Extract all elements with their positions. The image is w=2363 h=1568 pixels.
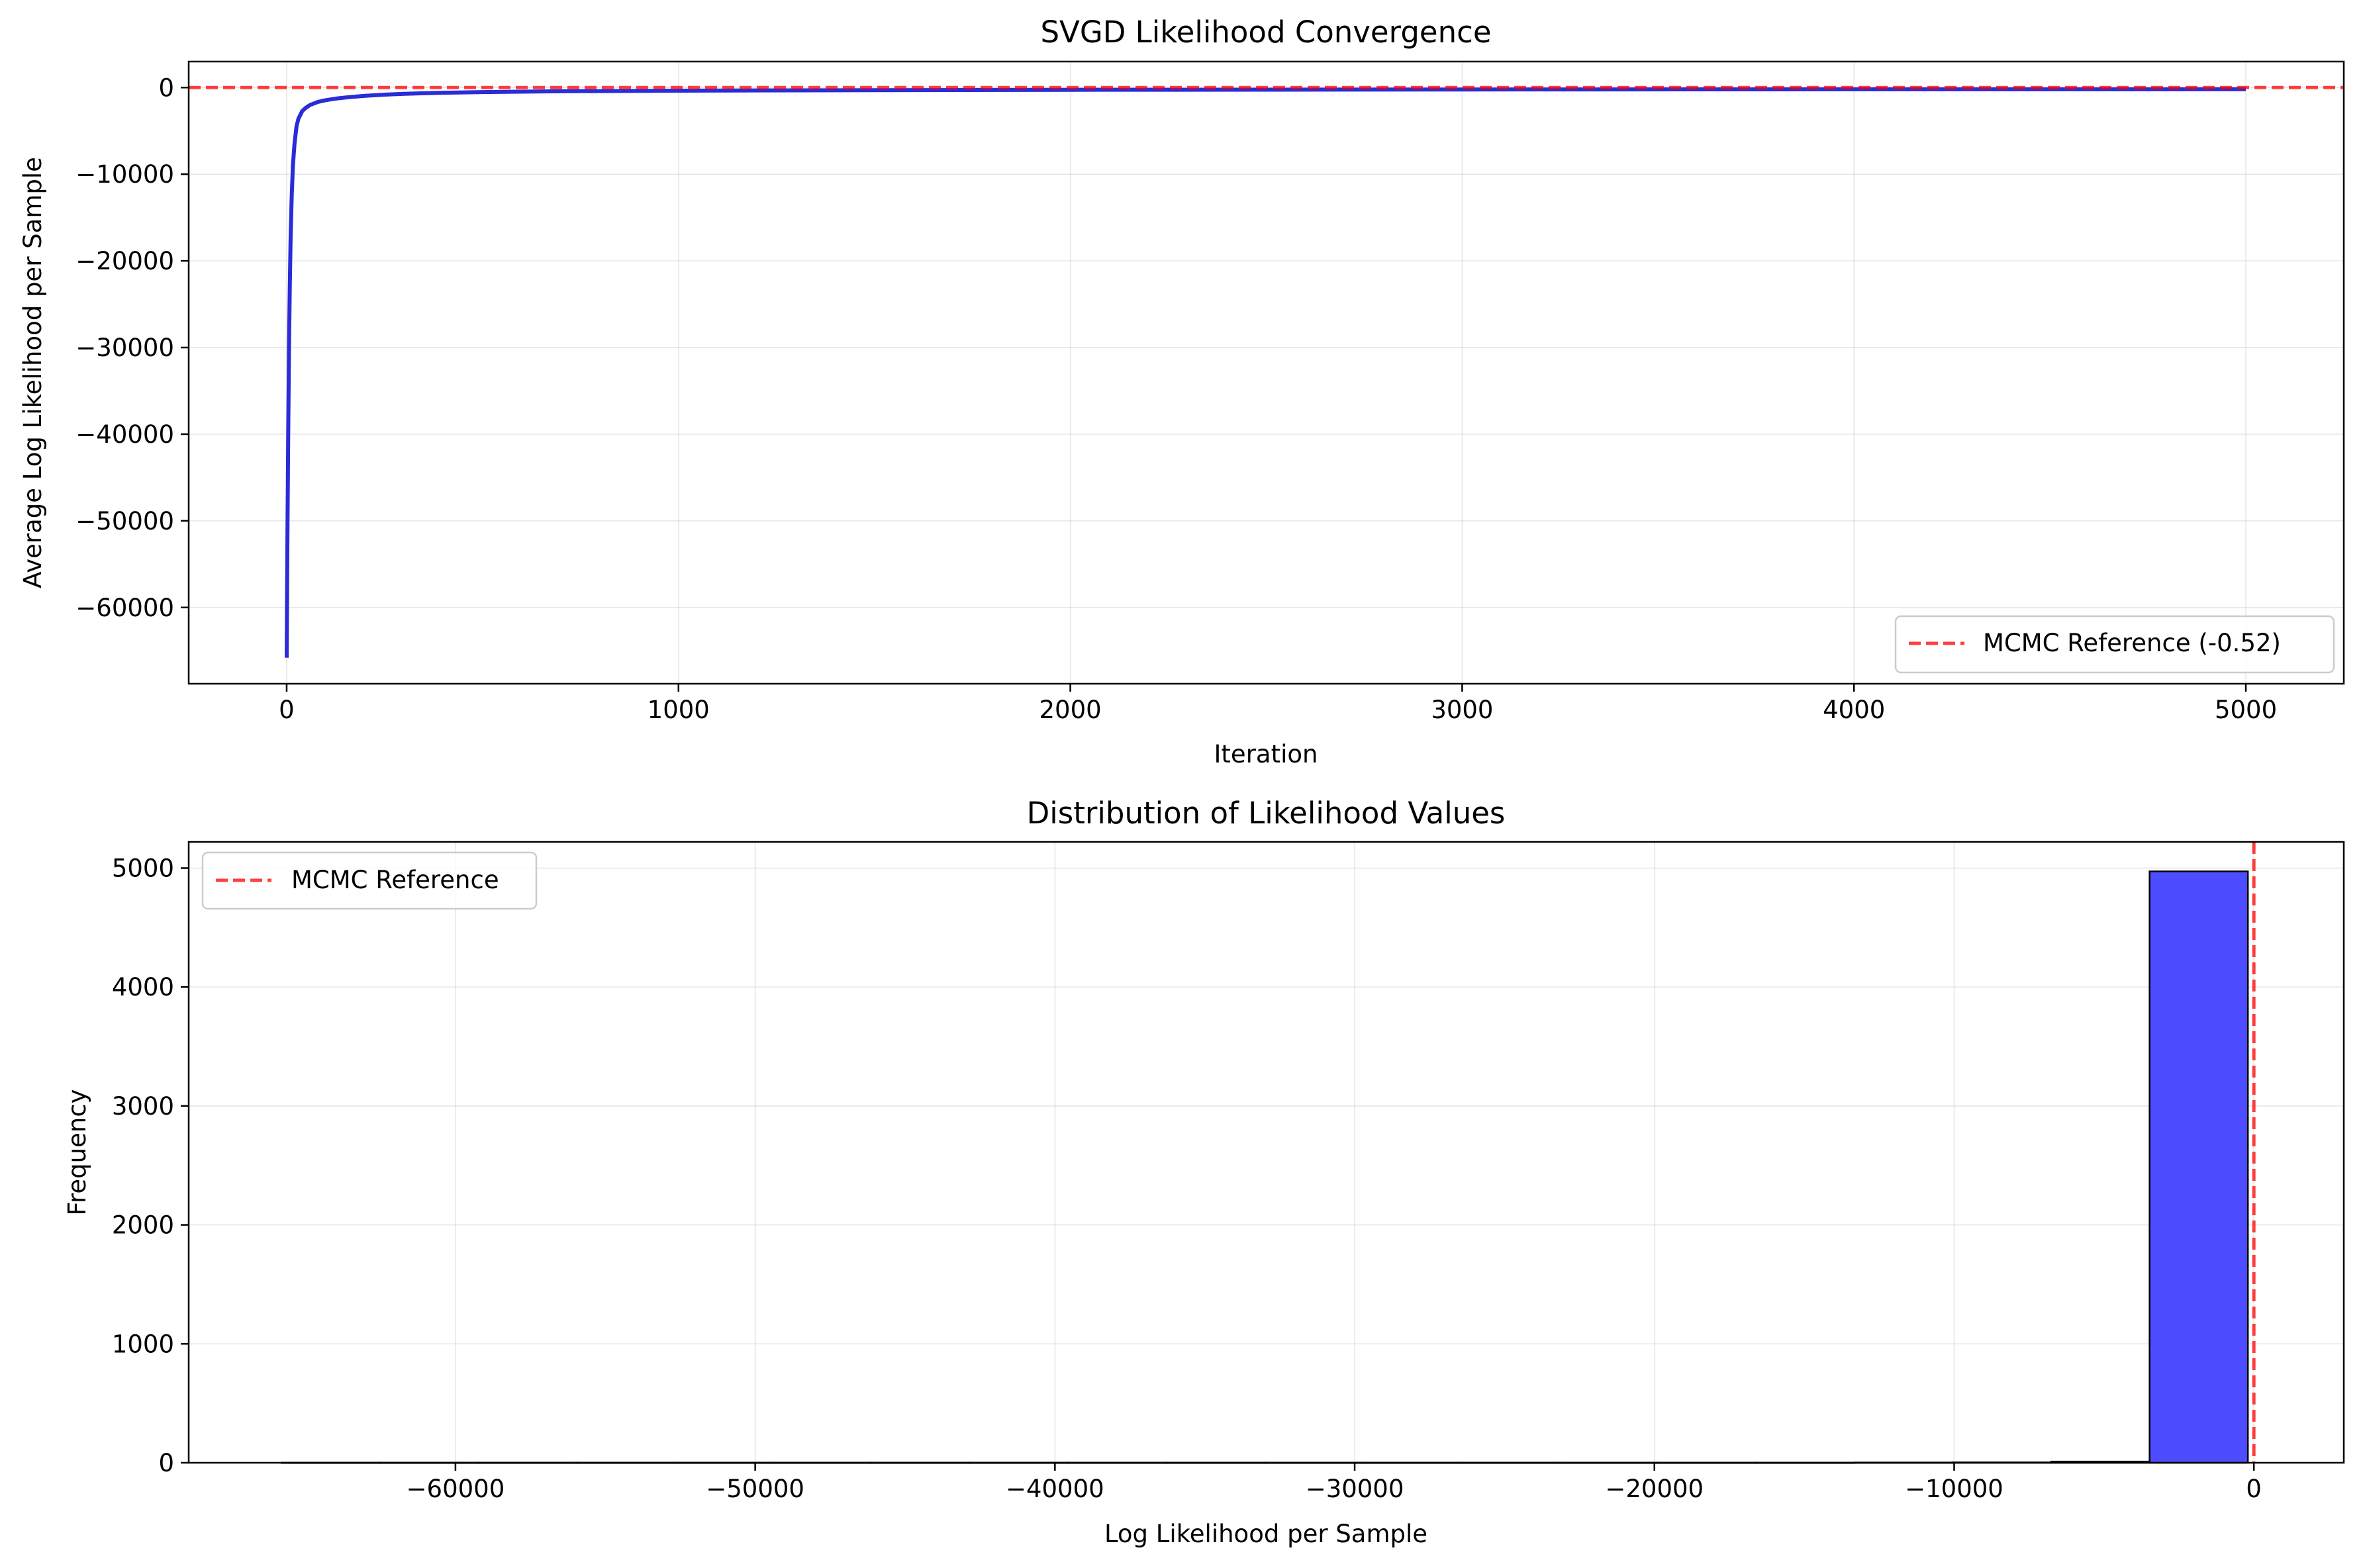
x-tick-label: −30000 <box>1306 1475 1404 1503</box>
y-axis-label: Frequency <box>63 1089 91 1215</box>
y-tick-label: −40000 <box>75 420 174 449</box>
y-tick-label: 0 <box>158 1449 174 1477</box>
legend: MCMC Reference <box>203 853 536 909</box>
y-tick-label: 1000 <box>112 1330 174 1358</box>
y-axis-label: Average Log Likelihood per Sample <box>19 157 47 588</box>
x-tick-label: 3000 <box>1431 696 1493 724</box>
chart-title: Distribution of Likelihood Values <box>1027 796 1506 831</box>
y-tick-label: −20000 <box>75 247 174 275</box>
x-tick-label: 0 <box>2246 1475 2262 1503</box>
histogram-bar <box>2150 872 2248 1463</box>
y-tick-label: −50000 <box>75 507 174 535</box>
y-tick-label: 4000 <box>112 973 174 1001</box>
x-tick-label: 0 <box>279 696 295 724</box>
x-tick-label: −20000 <box>1605 1475 1704 1503</box>
chart-title: SVGD Likelihood Convergence <box>1040 15 1491 50</box>
x-tick-label: 2000 <box>1039 696 1102 724</box>
x-tick-label: −50000 <box>706 1475 804 1503</box>
x-tick-label: 1000 <box>648 696 710 724</box>
x-tick-label: −40000 <box>1006 1475 1104 1503</box>
y-tick-label: −30000 <box>75 334 174 362</box>
legend: MCMC Reference (-0.52) <box>1896 616 2334 672</box>
y-tick-label: 5000 <box>112 854 174 883</box>
y-tick-label: 3000 <box>112 1092 174 1121</box>
x-tick-label: −10000 <box>1905 1475 2003 1503</box>
legend-label: MCMC Reference <box>291 866 499 894</box>
y-tick-label: 0 <box>158 73 174 102</box>
y-tick-label: −60000 <box>75 594 174 622</box>
legend-label: MCMC Reference (-0.52) <box>1983 629 2281 657</box>
y-tick-label: −10000 <box>75 160 174 189</box>
y-tick-label: 2000 <box>112 1211 174 1240</box>
x-axis-label: Iteration <box>1214 740 1318 768</box>
x-tick-label: 5000 <box>2215 696 2277 724</box>
x-tick-label: −60000 <box>407 1475 505 1503</box>
x-tick-label: 4000 <box>1823 696 1885 724</box>
x-axis-label: Log Likelihood per Sample <box>1104 1520 1427 1548</box>
